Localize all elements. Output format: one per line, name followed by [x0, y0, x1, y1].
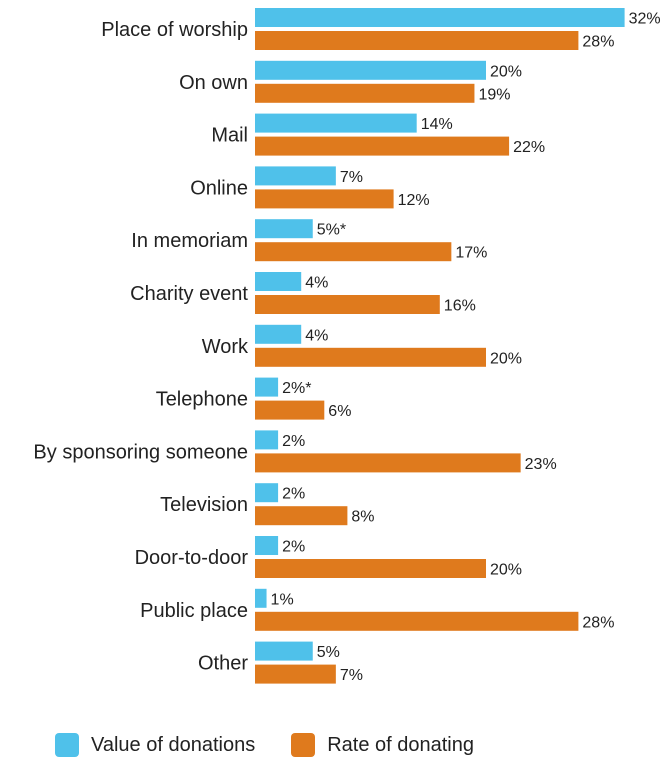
data-label-value-of-donations-online: 7% — [340, 169, 363, 186]
data-label-rate-of-donating-in-memoriam: 17% — [455, 245, 487, 262]
legend-item-rate-of-donating: Rate of donating — [291, 733, 474, 757]
chart-legend: Value of donations Rate of donating — [55, 733, 474, 757]
category-label-by-sponsoring-someone: By sponsoring someone — [33, 441, 248, 463]
bar-rate-of-donating-television — [255, 506, 348, 526]
data-label-value-of-donations-charity-event: 4% — [305, 275, 328, 292]
legend-label-rate-of-donating: Rate of donating — [327, 733, 474, 756]
legend-label-value-of-donations: Value of donations — [91, 733, 256, 756]
category-label-public-place: Public place — [140, 600, 248, 622]
category-label-in-memoriam: In memoriam — [131, 230, 248, 252]
data-label-value-of-donations-work: 4% — [305, 327, 328, 344]
data-label-value-of-donations-in-memoriam: 5%* — [317, 222, 346, 239]
bar-value-of-donations-online — [255, 166, 336, 186]
data-label-value-of-donations-by-sponsoring-someone: 2% — [282, 433, 305, 450]
data-label-value-of-donations-on-own: 20% — [490, 63, 522, 80]
bar-value-of-donations-in-memoriam — [255, 219, 313, 239]
data-label-rate-of-donating-telephone: 6% — [328, 403, 351, 420]
bar-value-of-donations-other — [255, 641, 313, 661]
bar-value-of-donations-on-own — [255, 60, 486, 80]
data-label-rate-of-donating-on-own: 19% — [478, 86, 510, 103]
bar-rate-of-donating-in-memoriam — [255, 242, 452, 262]
data-label-value-of-donations-place-of-worship: 32% — [629, 11, 661, 28]
data-label-value-of-donations-telephone: 2%* — [282, 380, 311, 397]
data-label-rate-of-donating-door-to-door: 20% — [490, 562, 522, 579]
category-label-telephone: Telephone — [156, 389, 248, 411]
bar-value-of-donations-door-to-door — [255, 536, 279, 555]
legend-swatch-value-of-donations — [55, 733, 79, 757]
data-label-value-of-donations-television: 2% — [282, 486, 305, 503]
data-label-rate-of-donating-charity-event: 16% — [444, 298, 476, 315]
bar-rate-of-donating-public-place — [255, 611, 579, 631]
bar-rate-of-donating-on-own — [255, 83, 475, 103]
bar-value-of-donations-mail — [255, 113, 417, 133]
data-label-rate-of-donating-online: 12% — [398, 192, 430, 209]
data-label-rate-of-donating-other: 7% — [340, 667, 363, 684]
category-label-other: Other — [198, 653, 248, 675]
data-label-value-of-donations-public-place: 1% — [271, 591, 294, 608]
bar-value-of-donations-television — [255, 483, 279, 503]
bar-rate-of-donating-telephone — [255, 400, 325, 420]
bar-rate-of-donating-mail — [255, 136, 510, 156]
category-label-on-own: On own — [179, 72, 248, 94]
data-label-value-of-donations-other: 5% — [317, 644, 340, 661]
data-label-rate-of-donating-by-sponsoring-someone: 23% — [525, 456, 557, 473]
bar-rate-of-donating-door-to-door — [255, 559, 486, 578]
data-label-rate-of-donating-place-of-worship: 28% — [582, 34, 614, 51]
category-label-television: Television — [160, 494, 248, 516]
bar-rate-of-donating-other — [255, 664, 336, 684]
legend-swatch-rate-of-donating — [291, 733, 316, 757]
bar-value-of-donations-work — [255, 324, 302, 344]
bar-value-of-donations-telephone — [255, 377, 279, 397]
data-label-rate-of-donating-television: 8% — [351, 509, 374, 526]
data-label-value-of-donations-mail: 14% — [421, 116, 453, 133]
bar-rate-of-donating-by-sponsoring-someone — [255, 453, 521, 473]
category-label-mail: Mail — [211, 125, 248, 147]
legend-item-value-of-donations: Value of donations — [55, 733, 255, 757]
data-label-rate-of-donating-mail: 22% — [513, 139, 545, 156]
bar-value-of-donations-public-place — [255, 588, 267, 608]
bar-rate-of-donating-charity-event — [255, 295, 440, 314]
category-label-work: Work — [202, 336, 249, 358]
category-label-door-to-door: Door-to-door — [135, 547, 249, 569]
category-label-charity-event: Charity event — [130, 283, 248, 305]
category-label-online: Online — [190, 177, 248, 199]
bar-value-of-donations-by-sponsoring-someone — [255, 430, 279, 450]
category-label-place-of-worship: Place of worship — [101, 19, 248, 41]
bar-value-of-donations-charity-event — [255, 272, 302, 291]
bar-value-of-donations-place-of-worship — [255, 8, 625, 27]
data-label-rate-of-donating-work: 20% — [490, 350, 522, 367]
data-label-rate-of-donating-public-place: 28% — [582, 614, 614, 631]
bar-rate-of-donating-online — [255, 189, 394, 209]
bar-rate-of-donating-place-of-worship — [255, 31, 579, 50]
bar-rate-of-donating-work — [255, 347, 486, 367]
data-label-value-of-donations-door-to-door: 2% — [282, 539, 305, 556]
